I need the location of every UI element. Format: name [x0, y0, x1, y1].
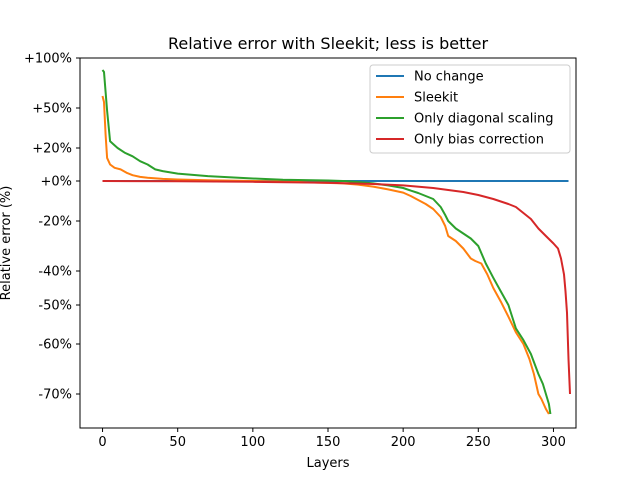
legend-label-4: Only bias correction	[414, 133, 544, 148]
y-tick-label: -40%	[38, 265, 72, 280]
y-tick-label: +20%	[32, 142, 72, 157]
y-tick-label: -60%	[38, 338, 72, 353]
x-axis-title: Layers	[306, 456, 349, 471]
x-axis: 0 50 100 150 200 250 300	[98, 428, 566, 450]
x-tick-label: 300	[541, 435, 566, 450]
legend-box	[369, 64, 571, 154]
x-tick-label: 250	[466, 435, 491, 450]
y-tick-label: -70%	[38, 388, 72, 403]
y-tick-label: -20%	[38, 215, 72, 230]
series-line-3	[101, 69, 552, 415]
x-tick-label: 50	[169, 435, 186, 450]
series-line-2	[101, 95, 550, 415]
y-tick-label: -50%	[38, 299, 72, 314]
y-tick-label: +0%	[40, 175, 72, 190]
x-tick-label: 0	[98, 435, 106, 450]
y-tick-label: +100%	[24, 52, 72, 67]
legend: No change Sleekit Only diagonal scaling Onl…	[369, 64, 571, 154]
x-tick-label: 150	[316, 435, 341, 450]
legend-label-2: Sleekit	[414, 91, 458, 106]
y-tick-label: +50%	[32, 102, 72, 117]
series-line-4	[102, 180, 571, 395]
y-axis: +100% +50% +20% +0% -20% -40% -50% -60% -70%	[24, 52, 80, 403]
x-tick-label: 100	[240, 435, 265, 450]
chart-title: Relative error with Sleekit; less is bet…	[168, 34, 489, 53]
legend-label-1: No change	[414, 70, 484, 85]
legend-label-3: Only diagonal scaling	[414, 112, 554, 127]
x-tick-label: 200	[391, 435, 416, 450]
series-layer	[101, 69, 571, 415]
y-axis-title: Relative error (%)	[0, 186, 14, 301]
